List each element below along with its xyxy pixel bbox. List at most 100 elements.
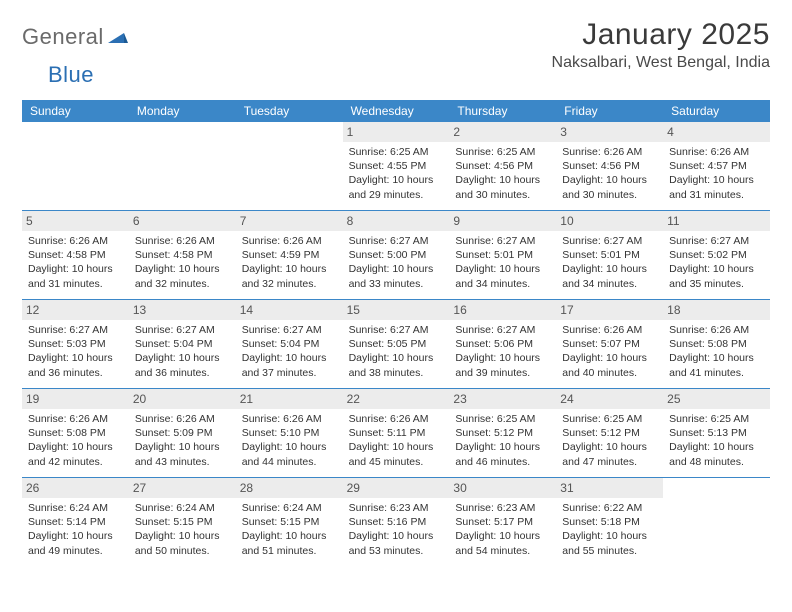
sunrise-text: Sunrise: 6:27 AM — [349, 323, 444, 337]
weekday-header: Thursday — [449, 100, 556, 122]
daylight-text: Daylight: 10 hours and 42 minutes. — [28, 440, 123, 468]
daylight-text: Daylight: 10 hours and 48 minutes. — [669, 440, 764, 468]
weekday-header-row: Sunday Monday Tuesday Wednesday Thursday… — [22, 100, 770, 122]
daylight-text: Daylight: 10 hours and 31 minutes. — [669, 173, 764, 201]
brand-logo: General — [22, 18, 130, 50]
daylight-text: Daylight: 10 hours and 33 minutes. — [349, 262, 444, 290]
sunset-text: Sunset: 5:11 PM — [349, 426, 444, 440]
day-number: 9 — [449, 211, 556, 231]
day-info: Sunrise: 6:25 AMSunset: 5:12 PMDaylight:… — [455, 412, 550, 469]
day-info: Sunrise: 6:27 AMSunset: 5:01 PMDaylight:… — [455, 234, 550, 291]
sunrise-text: Sunrise: 6:26 AM — [242, 412, 337, 426]
daylight-text: Daylight: 10 hours and 34 minutes. — [562, 262, 657, 290]
location-subtitle: Naksalbari, West Bengal, India — [552, 54, 770, 72]
sunrise-text: Sunrise: 6:26 AM — [28, 234, 123, 248]
day-cell: 14Sunrise: 6:27 AMSunset: 5:04 PMDayligh… — [236, 300, 343, 388]
sunset-text: Sunset: 5:04 PM — [135, 337, 230, 351]
day-info: Sunrise: 6:24 AMSunset: 5:14 PMDaylight:… — [28, 501, 123, 558]
day-number: 24 — [556, 389, 663, 409]
day-cell: 19Sunrise: 6:26 AMSunset: 5:08 PMDayligh… — [22, 389, 129, 477]
sunrise-text: Sunrise: 6:27 AM — [28, 323, 123, 337]
calendar-page: General January 2025 Naksalbari, West Be… — [0, 0, 792, 566]
day-info: Sunrise: 6:26 AMSunset: 4:59 PMDaylight:… — [242, 234, 337, 291]
sunrise-text: Sunrise: 6:25 AM — [349, 145, 444, 159]
sunset-text: Sunset: 5:09 PM — [135, 426, 230, 440]
day-info: Sunrise: 6:23 AMSunset: 5:16 PMDaylight:… — [349, 501, 444, 558]
day-cell: 3Sunrise: 6:26 AMSunset: 4:56 PMDaylight… — [556, 122, 663, 210]
daylight-text: Daylight: 10 hours and 40 minutes. — [562, 351, 657, 379]
day-cell: 9 Sunrise: 6:27 AMSunset: 5:01 PMDaylight… — [449, 211, 556, 299]
daylight-text: Daylight: 10 hours and 45 minutes. — [349, 440, 444, 468]
day-cell — [22, 122, 129, 210]
day-cell: 29Sunrise: 6:23 AMSunset: 5:16 PMDayligh… — [343, 478, 450, 566]
daylight-text: Daylight: 10 hours and 49 minutes. — [28, 529, 123, 557]
sunrise-text: Sunrise: 6:26 AM — [135, 412, 230, 426]
sunrise-text: Sunrise: 6:24 AM — [28, 501, 123, 515]
sunset-text: Sunset: 5:13 PM — [669, 426, 764, 440]
daylight-text: Daylight: 10 hours and 46 minutes. — [455, 440, 550, 468]
day-number: 25 — [663, 389, 770, 409]
sunrise-text: Sunrise: 6:25 AM — [669, 412, 764, 426]
day-info: Sunrise: 6:25 AMSunset: 5:13 PMDaylight:… — [669, 412, 764, 469]
sunset-text: Sunset: 5:10 PM — [242, 426, 337, 440]
day-cell: 31Sunrise: 6:22 AMSunset: 5:18 PMDayligh… — [556, 478, 663, 566]
daylight-text: Daylight: 10 hours and 55 minutes. — [562, 529, 657, 557]
sunset-text: Sunset: 5:01 PM — [455, 248, 550, 262]
weekday-header: Tuesday — [236, 100, 343, 122]
sunset-text: Sunset: 5:01 PM — [562, 248, 657, 262]
sunset-text: Sunset: 5:12 PM — [562, 426, 657, 440]
day-info: Sunrise: 6:27 AMSunset: 5:04 PMDaylight:… — [242, 323, 337, 380]
sunrise-text: Sunrise: 6:26 AM — [669, 145, 764, 159]
day-cell: 2Sunrise: 6:25 AMSunset: 4:56 PMDaylight… — [449, 122, 556, 210]
day-number: 2 — [449, 122, 556, 142]
sunset-text: Sunset: 4:56 PM — [455, 159, 550, 173]
day-info: Sunrise: 6:25 AMSunset: 5:12 PMDaylight:… — [562, 412, 657, 469]
sunset-text: Sunset: 5:18 PM — [562, 515, 657, 529]
sunset-text: Sunset: 5:03 PM — [28, 337, 123, 351]
day-number: 19 — [22, 389, 129, 409]
day-number: 13 — [129, 300, 236, 320]
daylight-text: Daylight: 10 hours and 35 minutes. — [669, 262, 764, 290]
day-info: Sunrise: 6:27 AMSunset: 5:04 PMDaylight:… — [135, 323, 230, 380]
sunrise-text: Sunrise: 6:23 AM — [349, 501, 444, 515]
sunset-text: Sunset: 5:06 PM — [455, 337, 550, 351]
daylight-text: Daylight: 10 hours and 51 minutes. — [242, 529, 337, 557]
day-number: 8 — [343, 211, 450, 231]
sunrise-text: Sunrise: 6:24 AM — [135, 501, 230, 515]
daylight-text: Daylight: 10 hours and 54 minutes. — [455, 529, 550, 557]
day-cell: 25 Sunrise: 6:25 AMSunset: 5:13 PMDayligh… — [663, 389, 770, 477]
day-cell: 15Sunrise: 6:27 AMSunset: 5:05 PMDayligh… — [343, 300, 450, 388]
weekday-header: Friday — [556, 100, 663, 122]
day-cell: 8Sunrise: 6:27 AMSunset: 5:00 PMDaylight… — [343, 211, 450, 299]
daylight-text: Daylight: 10 hours and 37 minutes. — [242, 351, 337, 379]
sunset-text: Sunset: 5:17 PM — [455, 515, 550, 529]
day-cell — [129, 122, 236, 210]
day-cell: 11Sunrise: 6:27 AMSunset: 5:02 PMDayligh… — [663, 211, 770, 299]
brand-mark-icon — [108, 27, 128, 48]
day-number: 12 — [22, 300, 129, 320]
sunrise-text: Sunrise: 6:27 AM — [242, 323, 337, 337]
sunrise-text: Sunrise: 6:26 AM — [349, 412, 444, 426]
day-info: Sunrise: 6:27 AMSunset: 5:01 PMDaylight:… — [562, 234, 657, 291]
sunset-text: Sunset: 4:57 PM — [669, 159, 764, 173]
day-cell: 26Sunrise: 6:24 AMSunset: 5:14 PMDayligh… — [22, 478, 129, 566]
day-cell: 6Sunrise: 6:26 AMSunset: 4:58 PMDaylight… — [129, 211, 236, 299]
day-number: 17 — [556, 300, 663, 320]
day-number: 5 — [22, 211, 129, 231]
daylight-text: Daylight: 10 hours and 32 minutes. — [242, 262, 337, 290]
sunset-text: Sunset: 4:58 PM — [135, 248, 230, 262]
day-info: Sunrise: 6:26 AMSunset: 4:57 PMDaylight:… — [669, 145, 764, 202]
daylight-text: Daylight: 10 hours and 32 minutes. — [135, 262, 230, 290]
day-cell: 5Sunrise: 6:26 AMSunset: 4:58 PMDaylight… — [22, 211, 129, 299]
day-number: 18 — [663, 300, 770, 320]
sunrise-text: Sunrise: 6:26 AM — [562, 323, 657, 337]
day-info: Sunrise: 6:25 AMSunset: 4:55 PMDaylight:… — [349, 145, 444, 202]
daylight-text: Daylight: 10 hours and 39 minutes. — [455, 351, 550, 379]
daylight-text: Daylight: 10 hours and 30 minutes. — [562, 173, 657, 201]
daylight-text: Daylight: 10 hours and 36 minutes. — [28, 351, 123, 379]
week-row: 1Sunrise: 6:25 AMSunset: 4:55 PMDaylight… — [22, 122, 770, 210]
day-cell: 12 Sunrise: 6:27 AMSunset: 5:03 PMDayligh… — [22, 300, 129, 388]
day-cell: 7Sunrise: 6:26 AMSunset: 4:59 PMDaylight… — [236, 211, 343, 299]
sunrise-text: Sunrise: 6:25 AM — [562, 412, 657, 426]
weekday-header: Monday — [129, 100, 236, 122]
